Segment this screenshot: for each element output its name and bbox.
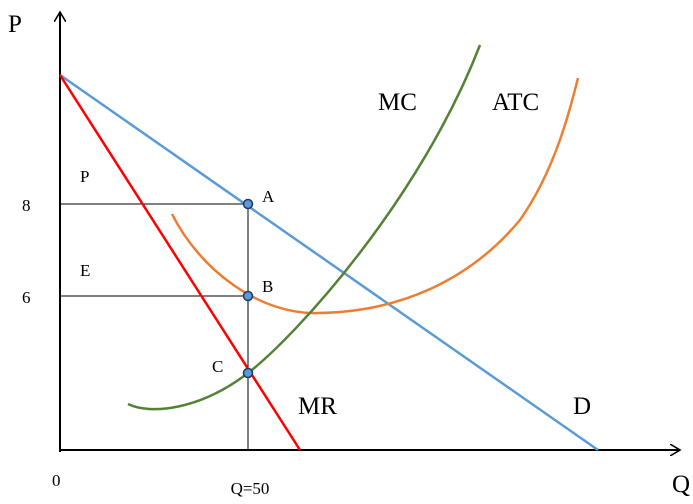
tick-label: 8 [22,196,31,215]
atc-curve [170,77,580,315]
tick-label: Q=50 [231,479,270,498]
tick-label: 0 [52,471,61,490]
point-label: C [212,357,223,376]
curve-label: D [573,393,591,420]
point [242,290,254,302]
curve-label: MC [378,89,417,116]
tick-label: 6 [22,288,31,307]
curve-label: MR [298,393,337,420]
region-label: E [80,261,90,280]
axis-label: P [8,11,22,38]
axis-label: Q [672,471,690,498]
point [242,367,254,379]
curve-label: ATC [492,89,539,116]
point-label: B [262,277,273,296]
mc-curve [127,44,482,411]
demand-curve [59,73,599,452]
point-label: A [262,187,275,206]
point [242,198,254,210]
region-label: P [80,167,89,186]
mr-curve [58,74,302,451]
